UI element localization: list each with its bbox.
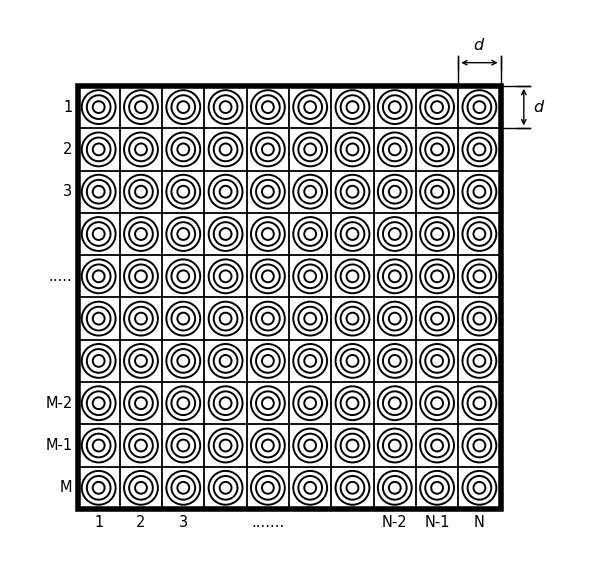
Text: .....: .....	[49, 269, 73, 284]
Text: 2: 2	[136, 516, 146, 530]
Text: 2: 2	[63, 142, 73, 157]
Text: N-2: N-2	[382, 516, 408, 530]
Text: $d$: $d$	[533, 99, 546, 115]
Text: 1: 1	[94, 516, 104, 530]
Text: M-1: M-1	[45, 438, 73, 453]
Text: $d$: $d$	[473, 38, 486, 53]
Bar	[77, 86, 500, 509]
Text: 3: 3	[178, 516, 188, 530]
Text: 3: 3	[63, 184, 73, 199]
Text: .......: .......	[251, 516, 284, 530]
Text: M: M	[60, 480, 73, 495]
Text: N-1: N-1	[424, 516, 450, 530]
Text: M-2: M-2	[45, 396, 73, 411]
Text: N: N	[474, 516, 485, 530]
Text: 1: 1	[63, 99, 73, 114]
